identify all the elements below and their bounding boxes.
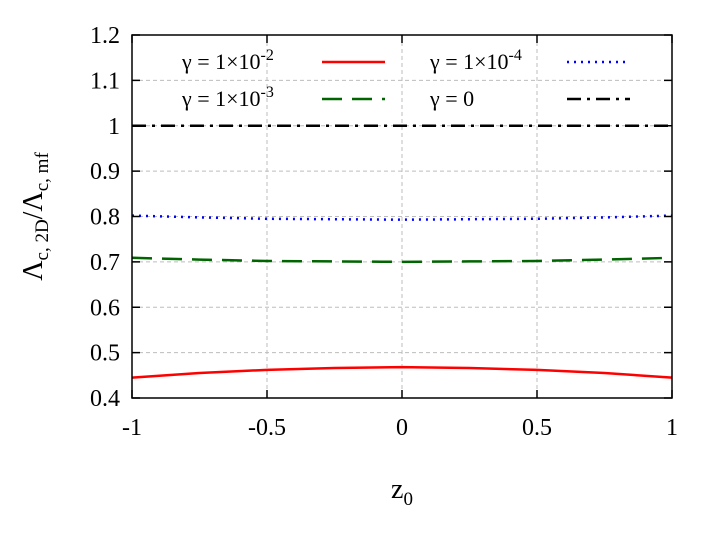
x-tick-label: -0.5 — [248, 415, 286, 441]
x-tick-label: -1 — [122, 415, 142, 441]
ticks: -1 -0.5 0 0.5 1 0.4 0.5 0.6 0.7 0.8 0.9 1 1.1 1.2 — [90, 23, 678, 441]
y-axis-label: Λc, 2D/Λc, mf — [18, 152, 53, 281]
y-tick-label: 0.8 — [90, 205, 120, 231]
legend-label-3: γ = 1×10-4 — [429, 47, 522, 74]
y-tick-label: 1.2 — [90, 23, 120, 49]
y-tick-label: 0.6 — [90, 295, 120, 321]
series-line-2 — [131, 256, 673, 264]
x-tick-label: 0.5 — [522, 415, 552, 441]
legend-label-4: γ = 0 — [429, 86, 474, 111]
x-tick-label: 1 — [666, 415, 678, 441]
y-tick-label: 0.5 — [90, 341, 120, 367]
y-tick-label: 1 — [108, 114, 120, 140]
x-tick-label: 0 — [396, 415, 408, 441]
legend-label-1: γ = 1×10-2 — [181, 47, 274, 74]
y-tick-label: 0.9 — [90, 159, 120, 185]
y-tick-label: 1.1 — [90, 68, 120, 94]
legend-label-2: γ = 1×10-3 — [181, 84, 274, 111]
legend: γ = 1×10-2 γ = 1×10-3 γ = 1×10-4 γ = 0 — [181, 47, 630, 111]
series-group — [131, 124, 673, 379]
x-axis-label: z0 — [391, 474, 413, 510]
y-tick-label: 0.7 — [90, 250, 120, 276]
y-tick-label: 0.4 — [90, 386, 120, 412]
series-line-1 — [131, 365, 673, 379]
